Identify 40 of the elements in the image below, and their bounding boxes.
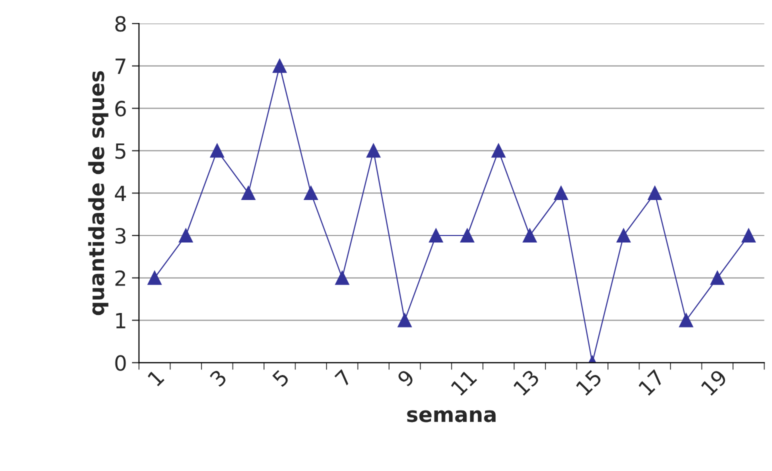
x-tick-label: 13 <box>512 368 540 396</box>
point <box>492 144 506 158</box>
point <box>429 228 443 242</box>
x-tick-label: 11 <box>450 369 478 396</box>
point <box>335 270 350 285</box>
x-tick-label: 1 <box>147 369 164 386</box>
point <box>241 186 256 200</box>
point <box>272 58 287 73</box>
point <box>679 313 694 328</box>
x-tick-label: 15 <box>576 369 602 396</box>
x-tick-label: 19 <box>700 368 728 396</box>
y-tick-label: 0 <box>115 355 126 371</box>
point <box>522 228 537 242</box>
y-tick-label: 8 <box>115 16 126 32</box>
y-tick-label: 7 <box>116 58 126 74</box>
x-tick-label: 17 <box>638 369 665 396</box>
point <box>648 186 662 200</box>
x-tick-label: 5 <box>272 369 290 388</box>
y-tick-label: 4 <box>114 186 126 202</box>
y-tick-label: 5 <box>116 143 126 159</box>
point <box>304 186 318 200</box>
y-tick-label: 3 <box>115 228 126 244</box>
point <box>742 228 756 242</box>
y-tick-label: 2 <box>115 270 126 286</box>
y-tick-label: 6 <box>115 100 126 117</box>
point <box>148 270 162 285</box>
x-tick-label: 3 <box>209 368 228 388</box>
point <box>554 186 568 200</box>
x-tick-label: 9 <box>396 368 416 388</box>
point <box>710 270 724 285</box>
point <box>616 228 631 242</box>
point <box>178 228 193 242</box>
point <box>366 144 380 158</box>
y-tick-label: 1 <box>116 313 126 328</box>
x-axis-title: semana <box>407 410 496 422</box>
point <box>460 228 474 242</box>
point <box>398 313 412 328</box>
y-axis-title: quantidade de sques <box>88 71 108 316</box>
x-tick-label: 7 <box>334 369 352 387</box>
point <box>210 144 224 158</box>
